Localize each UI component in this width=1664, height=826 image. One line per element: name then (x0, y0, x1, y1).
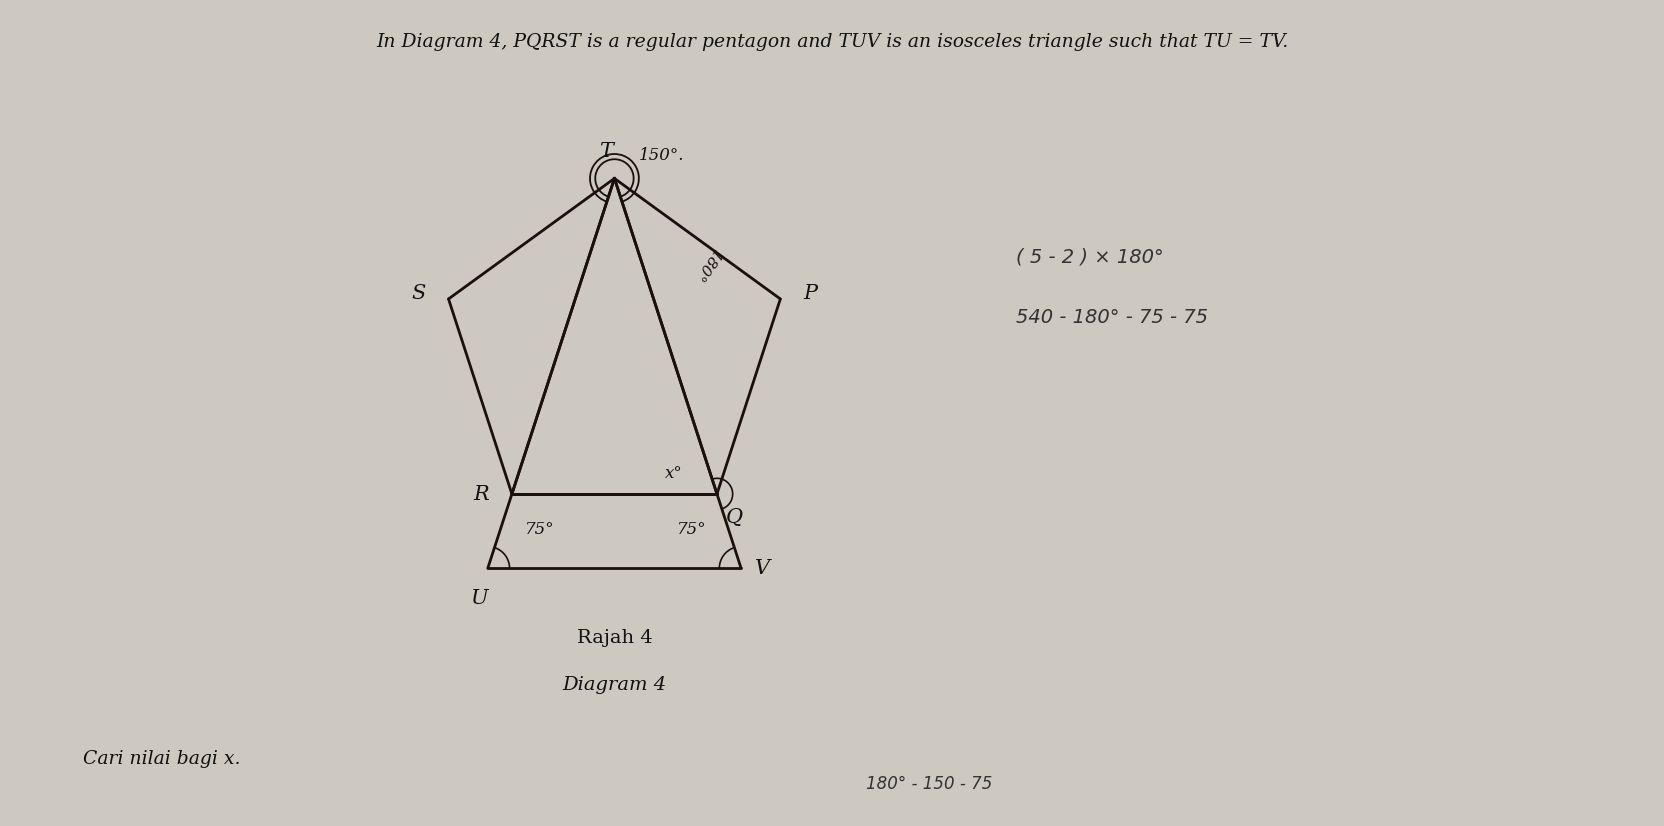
Text: 75°: 75° (677, 521, 707, 539)
Text: x°: x° (664, 464, 682, 482)
Text: 180° - 150 - 75: 180° - 150 - 75 (865, 775, 992, 793)
Text: S: S (411, 284, 426, 303)
Text: Diagram 4: Diagram 4 (562, 676, 666, 695)
Text: R: R (473, 485, 489, 504)
Text: 75°: 75° (524, 521, 554, 539)
Text: V: V (754, 559, 770, 578)
Text: ( 5 - 2 ) × 180°: ( 5 - 2 ) × 180° (1015, 248, 1163, 267)
Text: Q: Q (726, 508, 742, 527)
Text: Rajah 4: Rajah 4 (576, 629, 652, 648)
Text: U: U (469, 589, 488, 608)
Text: T: T (599, 142, 612, 161)
Text: 150°.: 150°. (639, 147, 684, 164)
Text: In Diagram 4, PQRST is a regular pentagon and TUV is an isosceles triangle such : In Diagram 4, PQRST is a regular pentago… (376, 33, 1288, 51)
Text: P: P (802, 284, 817, 303)
Text: Cari nilai bagi x.: Cari nilai bagi x. (83, 750, 241, 768)
Text: 540 - 180° - 75 - 75: 540 - 180° - 75 - 75 (1015, 308, 1206, 327)
Text: 180°: 180° (689, 246, 722, 284)
